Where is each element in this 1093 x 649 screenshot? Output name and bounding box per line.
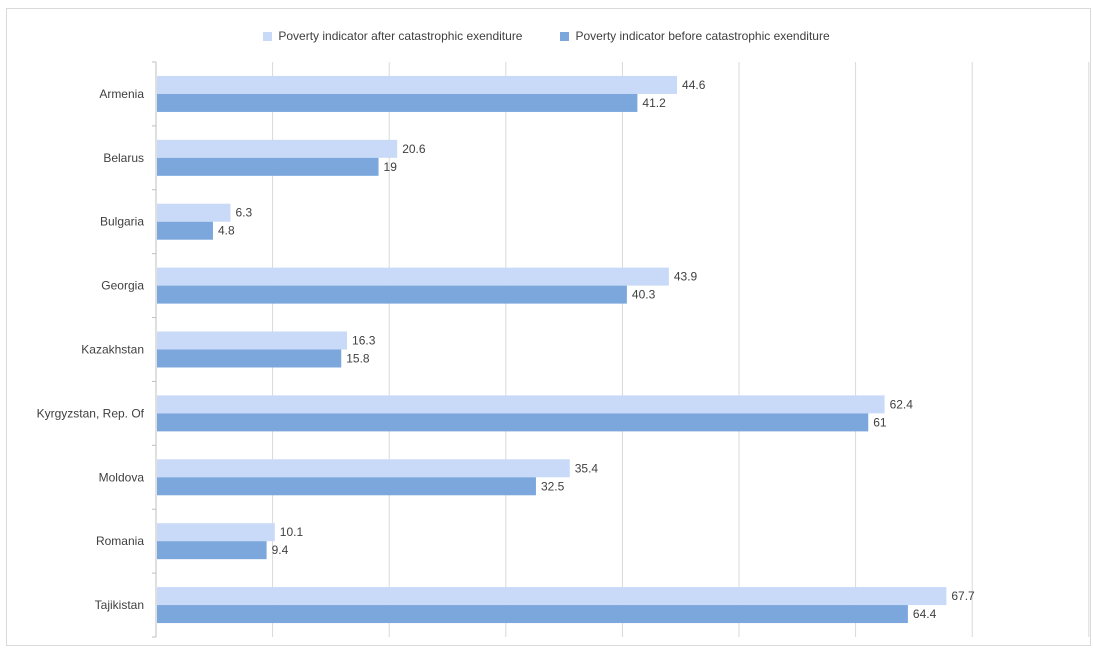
bar — [157, 605, 908, 624]
data-label: 15.8 — [346, 352, 370, 366]
data-label: 10.1 — [280, 525, 304, 539]
data-label: 16.3 — [352, 334, 376, 348]
bar — [157, 267, 669, 286]
data-label: 62.4 — [890, 397, 914, 411]
data-label: 64.4 — [913, 607, 937, 621]
bar — [157, 459, 570, 478]
bar — [157, 93, 638, 112]
bar — [157, 203, 231, 222]
category-label: Kyrgyzstan, Rep. Of — [37, 406, 145, 420]
data-label: 43.9 — [674, 270, 698, 284]
bar — [157, 541, 267, 560]
data-label: 9.4 — [272, 543, 289, 557]
bar — [157, 221, 213, 240]
data-label: 40.3 — [632, 288, 656, 302]
category-label: Tajikistan — [95, 598, 144, 612]
data-label: 20.6 — [402, 142, 426, 156]
legend-swatch-before — [560, 31, 570, 41]
data-label: 41.2 — [642, 96, 666, 110]
legend-item-before: Poverty indicator before catastrophic ex… — [560, 29, 830, 43]
category-label: Moldova — [99, 470, 145, 484]
data-label: 32.5 — [541, 479, 565, 493]
bar — [157, 395, 885, 414]
data-label: 67.7 — [951, 589, 975, 603]
category-label: Armenia — [99, 87, 144, 101]
data-label: 35.4 — [575, 461, 599, 475]
bar — [157, 587, 947, 606]
bar — [157, 477, 536, 496]
legend-item-after: Poverty indicator after catastrophic exe… — [263, 29, 522, 43]
data-label: 6.3 — [235, 206, 252, 220]
bar — [157, 331, 348, 350]
category-label: Bulgaria — [100, 215, 144, 229]
category-label: Romania — [96, 534, 144, 548]
bar — [157, 139, 398, 158]
data-label: 44.6 — [682, 78, 706, 92]
category-label: Georgia — [101, 279, 144, 293]
bar — [157, 523, 275, 542]
bar — [157, 413, 869, 432]
data-label: 61 — [873, 415, 887, 429]
bar — [157, 75, 678, 94]
bar — [157, 349, 342, 368]
legend-swatch-after — [263, 31, 273, 41]
category-label: Kazakhstan — [81, 343, 144, 357]
chart-legend: Poverty indicator after catastrophic exe… — [0, 27, 1093, 45]
bar — [157, 157, 379, 176]
data-label: 4.8 — [218, 224, 235, 238]
legend-label-after: Poverty indicator after catastrophic exe… — [278, 29, 523, 43]
data-label: 19 — [384, 160, 398, 174]
category-label: Belarus — [103, 151, 144, 165]
bar — [157, 285, 627, 304]
legend-label-before: Poverty indicator before catastrophic ex… — [575, 29, 830, 43]
